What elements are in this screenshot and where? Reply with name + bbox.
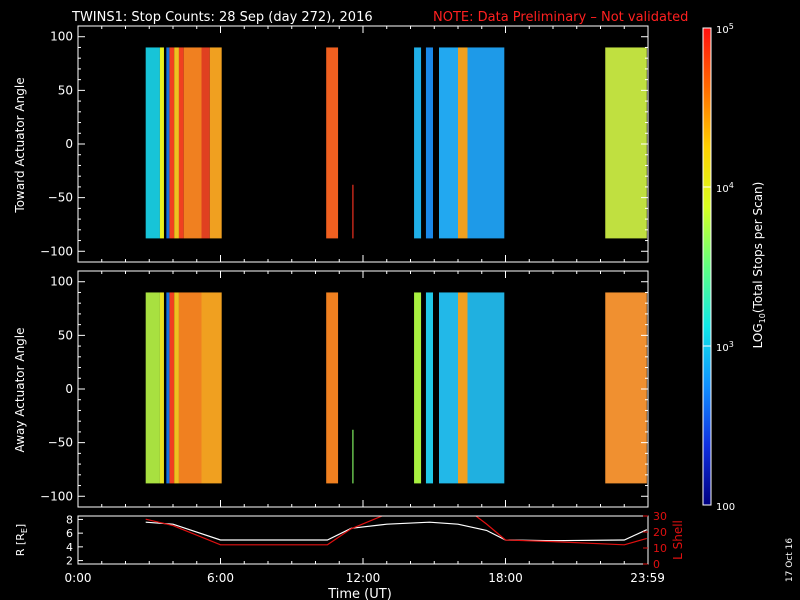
lshell-tick-label: 30 bbox=[653, 510, 667, 523]
date-stamp: 17 Oct 16 bbox=[785, 538, 795, 582]
r-series-line bbox=[145, 521, 648, 542]
time-tick-label: 12:00 bbox=[346, 571, 381, 585]
y-tick-label: 0 bbox=[65, 137, 73, 151]
preliminary-note: NOTE: Data Preliminary – Not validated bbox=[433, 10, 688, 25]
heatmap-block bbox=[414, 292, 422, 484]
heatmap-block bbox=[166, 292, 170, 484]
lshell-series-line bbox=[145, 516, 647, 546]
heatmap-block bbox=[458, 292, 468, 484]
r-tick-label: 6 bbox=[66, 527, 73, 540]
r-tick-label: 4 bbox=[66, 541, 73, 554]
colorbar-tick-exp: 4 bbox=[729, 181, 734, 190]
y-tick-label: 50 bbox=[58, 83, 73, 97]
heatmap-block bbox=[174, 47, 179, 239]
heatmap-block bbox=[352, 184, 354, 239]
heatmap-block bbox=[439, 47, 458, 239]
heatmap-block bbox=[169, 292, 175, 484]
time-tick-label: 18:00 bbox=[488, 571, 523, 585]
heatmap-block bbox=[159, 47, 164, 239]
heatmap-block bbox=[145, 292, 160, 484]
heatmap-block bbox=[163, 292, 167, 484]
colorbar-gradient bbox=[703, 28, 711, 505]
heatmap-block bbox=[169, 47, 175, 239]
lshell-tick-label: 20 bbox=[653, 526, 667, 539]
heatmap-block bbox=[159, 292, 164, 484]
y-tick-label: 0 bbox=[65, 382, 73, 396]
heatmap-block bbox=[433, 292, 439, 484]
heatmap-block bbox=[163, 47, 167, 239]
y-tick-label: −100 bbox=[40, 244, 73, 258]
lshell-tick-label: 0 bbox=[653, 558, 660, 571]
heatmap-block bbox=[605, 292, 647, 484]
toward-angle-axis-label: Toward Actuator Angle bbox=[13, 77, 27, 213]
colorbar-tick-base: 10 bbox=[716, 184, 729, 195]
colorbar-label: LOG10(Total Stops per Scan) bbox=[751, 182, 767, 349]
heatmap-block bbox=[201, 292, 222, 484]
away-angle-axis-label: Away Actuator Angle bbox=[13, 327, 27, 452]
heatmap-block bbox=[425, 292, 434, 484]
heatmap-block bbox=[352, 429, 354, 484]
heatmap-block bbox=[421, 47, 426, 239]
r-tick-label: 2 bbox=[66, 555, 73, 568]
heatmap-block bbox=[605, 47, 647, 239]
heatmap-block bbox=[145, 47, 160, 239]
colorbar-tick-label: 105 bbox=[716, 22, 734, 36]
y-tick-label: −50 bbox=[48, 191, 73, 205]
colorbar-tick-label: 100 bbox=[716, 502, 735, 513]
heatmap-block bbox=[421, 292, 426, 484]
heatmap-block bbox=[439, 292, 458, 484]
figure-title: TWINS1: Stop Counts: 28 Sep (day 272), 2… bbox=[71, 10, 373, 25]
y-tick-label: 100 bbox=[50, 30, 73, 44]
time-tick-label: 0:00 bbox=[65, 571, 92, 585]
r-tick-label: 8 bbox=[66, 513, 73, 526]
heatmap-block bbox=[414, 47, 422, 239]
colorbar-tick-exp: 5 bbox=[729, 22, 734, 31]
y-tick-label: 50 bbox=[58, 328, 73, 342]
y-tick-label: −100 bbox=[40, 489, 73, 503]
colorbar-tick-base: 10 bbox=[716, 25, 729, 36]
r-axis-label-sub: E bbox=[20, 528, 29, 533]
time-tick-label: 6:00 bbox=[207, 571, 234, 585]
heatmap-block bbox=[209, 47, 222, 239]
lshell-axis-label: L Shell bbox=[671, 520, 685, 560]
colorbar-label-rest: (Total Stops per Scan) bbox=[751, 182, 765, 313]
heatmap-block bbox=[467, 292, 505, 484]
colorbar-tick-base: 100 bbox=[716, 502, 735, 513]
heatmap-block bbox=[166, 47, 170, 239]
heatmap-block bbox=[433, 47, 439, 239]
colorbar-tick-base: 10 bbox=[716, 343, 729, 354]
heatmap-block bbox=[326, 47, 339, 239]
lshell-tick-label: 10 bbox=[653, 542, 667, 555]
r-axis-label-main: R [R bbox=[14, 533, 27, 556]
heatmap-block bbox=[467, 47, 505, 239]
colorbar-tick-label: 104 bbox=[716, 181, 734, 195]
time-tick-label: 23:59 bbox=[630, 571, 665, 585]
heatmap-block bbox=[174, 292, 179, 484]
colorbar-tick-label: 103 bbox=[716, 340, 734, 354]
r-axis-label: R [RE] bbox=[14, 524, 29, 556]
heatmap-block bbox=[425, 47, 434, 239]
colorbar-tick-exp: 3 bbox=[729, 340, 734, 349]
y-tick-label: −50 bbox=[48, 436, 73, 450]
heatmap-block bbox=[201, 47, 210, 239]
heatmap-block bbox=[326, 292, 339, 484]
y-tick-label: 100 bbox=[50, 275, 73, 289]
time-axis-label: Time (UT) bbox=[327, 587, 392, 600]
away-actuator-panel: 100 50 0 −50 −100 bbox=[40, 270, 649, 508]
heatmap-block bbox=[183, 47, 202, 239]
heatmap-block bbox=[178, 292, 202, 484]
colorbar-label-sub: 10 bbox=[758, 313, 767, 323]
colorbar-label-log: LOG bbox=[751, 323, 765, 348]
heatmap-block bbox=[178, 47, 184, 239]
r-axis-label-close: ] bbox=[14, 524, 27, 528]
toward-actuator-panel: 100 50 0 −50 −100 bbox=[40, 25, 649, 263]
heatmap-block bbox=[458, 47, 468, 239]
